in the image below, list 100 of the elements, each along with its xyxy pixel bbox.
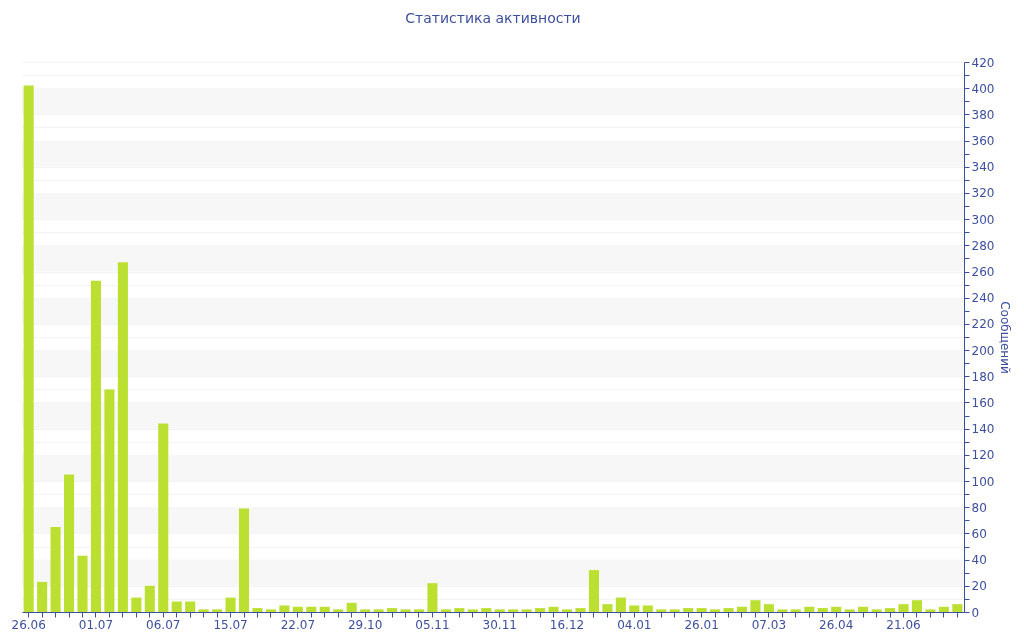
y-tick-label: 360 [971, 134, 995, 149]
y-tick-label: 120 [971, 448, 995, 463]
y-tick-label: 60 [971, 526, 987, 541]
bar [817, 608, 828, 612]
chart-title: Статистика активности [405, 10, 581, 26]
bar [117, 262, 128, 612]
x-tick-label: 05.11 [415, 617, 450, 632]
bar [346, 602, 357, 612]
bar [373, 609, 384, 612]
bar [225, 597, 236, 612]
y-tick-label: 160 [971, 395, 995, 410]
bar [212, 609, 223, 612]
bar [508, 609, 519, 612]
bar [37, 581, 48, 612]
bar [696, 608, 707, 612]
bar [723, 608, 734, 612]
bar [629, 605, 640, 612]
x-tick-label: 30.11 [482, 617, 517, 632]
bar [683, 608, 694, 612]
bar [938, 606, 949, 612]
y-tick-label: 380 [971, 107, 995, 122]
y-tick-label: 300 [971, 212, 995, 227]
bar [50, 526, 61, 612]
y-tick-label: 420 [971, 55, 995, 70]
bar [454, 608, 465, 612]
bar [575, 608, 586, 612]
y-tick-label: 80 [971, 500, 987, 515]
bar [777, 609, 788, 612]
bar [710, 609, 721, 612]
bar [131, 597, 142, 612]
y-tick-label: 20 [971, 579, 987, 594]
bar [561, 609, 573, 612]
bar [831, 606, 842, 612]
bar [23, 85, 34, 612]
bar [400, 609, 411, 612]
y-tick-label: 240 [971, 291, 995, 306]
bar [911, 600, 923, 612]
bar [656, 609, 667, 612]
bar [265, 609, 276, 612]
bar [925, 609, 936, 612]
bar [602, 604, 613, 612]
x-tick-label: 22.07 [280, 617, 316, 632]
bar [763, 604, 774, 612]
bar [63, 474, 75, 612]
bar [319, 606, 330, 612]
bar [185, 601, 196, 612]
bar [736, 606, 748, 612]
bar [158, 423, 169, 612]
x-tick-label: 26.06 [11, 617, 46, 632]
bar [144, 585, 155, 612]
bar [90, 280, 101, 612]
y-tick-label: 340 [971, 160, 995, 175]
x-tick-label: 06.07 [146, 617, 181, 632]
bar [804, 606, 815, 612]
x-tick-label: 16.12 [549, 617, 585, 632]
bar [413, 609, 425, 612]
bar [333, 609, 344, 612]
bar [844, 609, 855, 612]
x-tick-label: 07.03 [751, 617, 787, 632]
bar [238, 508, 250, 612]
bar [467, 609, 478, 612]
bar [104, 389, 115, 612]
bar [548, 606, 559, 612]
bar [952, 604, 963, 612]
y-tick-label: 0 [971, 605, 980, 620]
y-tick-label: 320 [971, 186, 995, 201]
bar [535, 608, 546, 612]
y-tick-label: 280 [971, 238, 995, 253]
bar [440, 609, 451, 612]
bar [642, 605, 653, 612]
bar [858, 606, 869, 612]
bar [588, 570, 599, 612]
bar [521, 609, 532, 612]
bar [306, 606, 317, 612]
y-tick-label: 180 [971, 369, 995, 384]
bar [427, 583, 438, 612]
bar [885, 608, 896, 612]
x-tick-label: 29.10 [347, 617, 383, 632]
y-axis-title: Сообщений [998, 301, 1013, 374]
bar [481, 608, 492, 612]
x-tick-label: 26.04 [819, 617, 854, 632]
y-tick-label: 200 [971, 343, 995, 358]
x-tick-label: 26.01 [684, 617, 719, 632]
bar [898, 604, 909, 612]
x-tick-label: 04.01 [617, 617, 652, 632]
y-tick-label: 140 [971, 422, 995, 437]
x-tick-label: 21.06 [886, 617, 921, 632]
bar [790, 609, 801, 612]
bar [871, 609, 882, 612]
y-tick-label: 100 [971, 474, 995, 489]
y-tick-label: 400 [971, 81, 995, 96]
bar [360, 609, 371, 612]
y-tick-label: 40 [971, 553, 987, 568]
bar [171, 601, 182, 612]
bar [198, 609, 209, 612]
bar [252, 608, 263, 612]
bar [77, 555, 88, 612]
x-tick-label: 15.07 [213, 617, 248, 632]
bar [292, 606, 303, 612]
bar [279, 605, 290, 612]
